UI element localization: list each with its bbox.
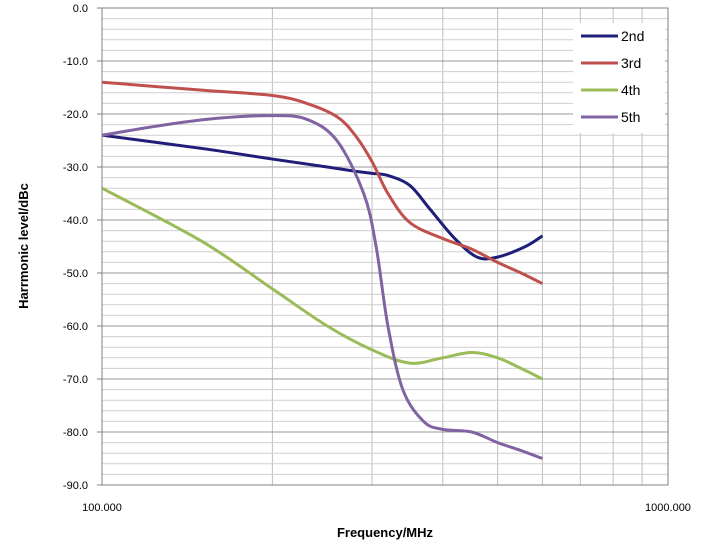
series-line-4th	[101, 186, 544, 381]
y-tick-label: -20.0	[63, 109, 88, 121]
y-tick-label: -50.0	[63, 268, 88, 280]
y-tick-label: -90.0	[63, 480, 88, 492]
y-tick-label: -10.0	[63, 56, 88, 68]
legend-label-5th: 5th	[621, 109, 640, 125]
tick-labels: 0.0 -10.0 -20.0 -30.0 -40.0 -50.0 -60.0 -70.0 -8…	[63, 3, 691, 514]
legend-box	[573, 23, 665, 133]
x-tick-label: 100.000	[82, 502, 122, 514]
legend: 2nd 3rd 4th 5th	[573, 23, 665, 133]
legend-label-4th: 4th	[621, 82, 640, 98]
y-tick-label: -60.0	[63, 321, 88, 333]
plot-border	[101, 7, 669, 486]
series-line-2nd	[101, 133, 544, 261]
legend-label-2nd: 2nd	[621, 28, 644, 44]
y-tick-label: -80.0	[63, 427, 88, 439]
y-tick-label: -70.0	[63, 374, 88, 386]
y-axis-title: Harrmonic level/dBc	[16, 183, 31, 309]
x-tick-label: 1000.000	[645, 502, 691, 514]
y-tick-label: 0.0	[73, 3, 88, 15]
series-lines	[101, 80, 544, 460]
series-line-5th	[101, 114, 543, 460]
x-axis-title: Frequency/MHz	[337, 525, 434, 540]
series-line-3rd	[101, 80, 544, 285]
y-tick-label: -30.0	[63, 162, 88, 174]
legend-label-3rd: 3rd	[621, 55, 641, 71]
y-tick-label: -40.0	[63, 215, 88, 227]
